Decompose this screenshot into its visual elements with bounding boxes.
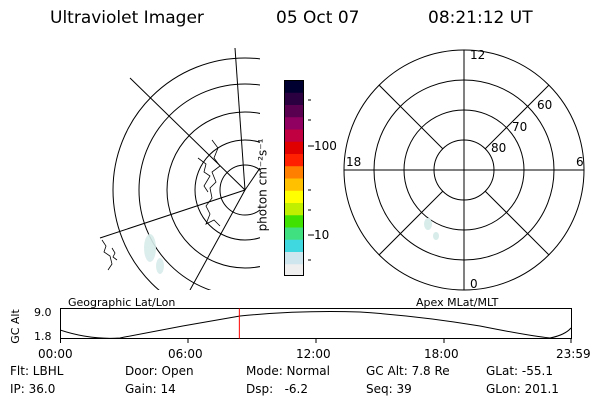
colorbar-stripe: [284, 190, 304, 203]
colorbar-stripe: [284, 227, 304, 240]
xtick-0000: 00:00: [38, 347, 73, 361]
timeline-ybottom: 1.8: [34, 330, 52, 343]
colorbar-stripe: [284, 178, 304, 191]
timeline-right-label: Apex MLat/MLT: [416, 296, 499, 309]
status-mode: Mode: Normal: [246, 364, 330, 378]
xtick-1200: 12:00: [296, 347, 331, 361]
polar-lat-70: 70: [512, 120, 528, 134]
polar-label-6: 6: [576, 155, 584, 169]
polar-label-0: 0: [470, 277, 478, 291]
date-readout: 05 Oct 07: [276, 8, 360, 28]
status-glat: GLat: -55.1: [486, 364, 553, 378]
polar-lat-60: 60: [537, 98, 553, 112]
colorbar-stripe: [284, 92, 304, 105]
timeline-ylabel: GC Alt: [8, 309, 22, 344]
lat-circle: [166, 111, 260, 269]
geographic-map-panel: [99, 48, 260, 290]
xtick-2359: 23:59: [556, 347, 591, 361]
timeline-left-label: Geographic Lat/Lon: [68, 296, 176, 309]
polar-label-12: 12: [470, 48, 486, 62]
colorbar-stripe: [284, 129, 304, 142]
status-dsp: Dsp: -6.2: [246, 382, 309, 396]
status-filter: Flt: LBHL: [10, 364, 64, 378]
colorbar-label: photon cm⁻²s⁻¹: [255, 138, 270, 232]
colorbar-stripe: [284, 104, 304, 118]
timeline-ytop: 9.0: [34, 306, 52, 319]
colorbar-stripe: [284, 214, 304, 228]
app-title: Ultraviolet Imager: [50, 8, 204, 28]
lat-circle: [194, 139, 260, 241]
colorbar: [284, 80, 304, 276]
status-seq: Seq: 39: [366, 382, 412, 396]
status-door: Door: Open: [125, 364, 194, 378]
lat-circle: [112, 57, 260, 290]
timeline-frame: [60, 308, 572, 339]
colorbar-axis: [308, 99, 314, 261]
colorbar-stripe: [284, 80, 304, 93]
altitude-curve: [60, 311, 572, 339]
colorbar-stripe: [284, 141, 304, 154]
colorbar-tick-10: 10: [314, 228, 330, 242]
status-gc-alt: GC Alt: 7.8 Re: [366, 364, 450, 378]
polar-plot: [343, 49, 585, 291]
colorbar-frame: [284, 80, 304, 276]
colorbar-stripe: [284, 116, 304, 130]
colorbar-stripe: [284, 165, 304, 179]
lat-circle: [138, 83, 260, 290]
lat-circle: [219, 164, 260, 216]
polar-lat-80: 80: [491, 141, 507, 155]
colorbar-stripe: [284, 251, 304, 265]
colorbar-stripe: [284, 263, 304, 276]
colorbar-stripe: [284, 239, 304, 252]
polar-label-18: 18: [346, 155, 362, 169]
aurora-emission: [424, 218, 439, 240]
status-glon: GLon: 201.1: [486, 382, 559, 396]
status-gain: Gain: 14: [125, 382, 176, 396]
xtick-0600: 06:00: [168, 347, 203, 361]
status-ip: IP: 36.0: [10, 382, 56, 396]
xtick-1800: 18:00: [424, 347, 459, 361]
aurora-emission: [144, 234, 164, 274]
time-readout: 08:21:12 UT: [428, 8, 533, 28]
colorbar-tick-100: 100: [314, 139, 337, 153]
altitude-timeline: [60, 308, 572, 343]
colorbar-stripe: [284, 153, 304, 167]
colorbar-stripe: [284, 202, 304, 216]
